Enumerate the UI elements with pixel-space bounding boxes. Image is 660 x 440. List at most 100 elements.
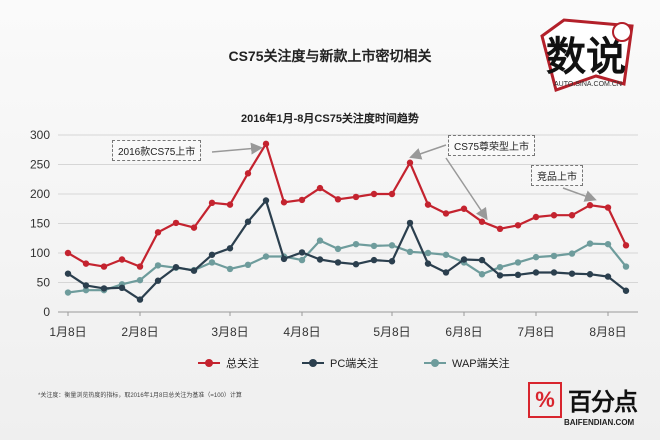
- data-point-pc: [226, 245, 234, 252]
- data-point-total: [424, 201, 432, 208]
- annotation-arrow: [445, 157, 488, 221]
- shuo-logo: 数说 AUTO.SINA.COM.CN: [540, 18, 634, 92]
- y-tick-label: 100: [30, 246, 50, 260]
- data-point-total: [388, 190, 396, 198]
- data-point-wap: [604, 240, 612, 248]
- data-point-wap: [208, 259, 216, 266]
- data-point-total: [604, 204, 612, 211]
- data-point-wap: [136, 276, 144, 284]
- data-point-total: [226, 201, 234, 208]
- data-point-pc: [172, 263, 180, 271]
- data-point-wap: [442, 251, 450, 258]
- y-tick-label: 50: [37, 276, 51, 290]
- baifendian-logo-name: 百分点: [568, 388, 638, 416]
- data-point-pc: [514, 271, 522, 279]
- data-point-wap: [244, 261, 252, 268]
- data-point-total: [100, 263, 108, 270]
- data-point-pc: [334, 259, 342, 266]
- footnote: *关注度：衡量浏览热度的指标，取2016年1月8日总关注为基准（=100）计算: [38, 393, 242, 399]
- data-point-pc: [568, 270, 576, 277]
- data-point-total: [550, 212, 558, 219]
- data-point-pc: [478, 256, 486, 264]
- legend-label-wap: WAP端关注: [452, 358, 510, 370]
- data-point-wap: [64, 289, 72, 296]
- data-point-wap: [370, 242, 378, 250]
- data-point-pc: [424, 260, 432, 267]
- percent-icon: %: [528, 382, 562, 418]
- data-point-wap: [424, 249, 432, 257]
- data-point-pc: [316, 256, 324, 263]
- data-point-wap: [388, 242, 396, 249]
- data-point-total: [262, 140, 270, 148]
- legend-swatch-pc: [302, 358, 324, 368]
- data-point-pc: [154, 277, 162, 284]
- x-tick-label: 5月8日: [373, 325, 410, 339]
- data-point-pc: [190, 267, 198, 274]
- y-tick-label: 200: [30, 187, 50, 201]
- data-point-wap: [478, 271, 486, 278]
- y-tick-label: 250: [30, 158, 50, 172]
- annotation-premium-launch: CS75尊荣型上市: [448, 135, 536, 156]
- data-point-total: [406, 159, 414, 166]
- data-point-pc: [208, 251, 216, 258]
- data-point-total: [298, 196, 306, 204]
- data-point-total: [316, 184, 324, 192]
- data-point-pc: [280, 255, 288, 263]
- annotation-arrow: [211, 142, 263, 155]
- y-tick-label: 0: [43, 305, 50, 319]
- data-point-pc: [388, 258, 396, 265]
- data-point-wap: [352, 240, 360, 248]
- data-point-wap: [262, 253, 270, 260]
- data-point-pc: [442, 269, 450, 276]
- legend-item-pc: PC端关注: [302, 355, 378, 371]
- series-line-total: [67, 142, 627, 268]
- legend-swatch-total: [198, 358, 220, 368]
- shuo-logo-url: AUTO.SINA.COM.CN: [554, 81, 622, 88]
- data-point-total: [460, 205, 468, 212]
- data-point-pc: [82, 282, 90, 289]
- data-point-total: [586, 202, 594, 209]
- annotation-arrow: [562, 187, 597, 202]
- data-point-pc: [460, 256, 468, 263]
- data-point-wap: [226, 265, 234, 273]
- baifendian-logo-url: BAIFENDIAN.COM: [564, 418, 635, 427]
- data-point-wap: [316, 237, 324, 244]
- annotation-arrow: [409, 144, 447, 160]
- data-point-total: [154, 229, 162, 236]
- data-point-total: [82, 260, 90, 267]
- data-point-wap: [586, 240, 594, 247]
- x-tick-label: 3月8日: [211, 325, 248, 339]
- data-point-wap: [514, 259, 522, 266]
- legend-label-total: 总关注: [226, 358, 259, 370]
- data-point-wap: [622, 263, 630, 270]
- data-point-pc: [586, 271, 594, 278]
- data-point-wap: [82, 286, 90, 294]
- series-line-wap: [67, 239, 627, 294]
- data-point-total: [208, 199, 216, 207]
- x-tick-label: 1月8日: [49, 325, 86, 339]
- data-point-wap: [532, 253, 540, 261]
- chart-title: 2016年1月-8月CS75关注度时间趋势: [241, 113, 419, 125]
- data-point-total: [514, 222, 522, 229]
- data-point-total: [370, 190, 378, 198]
- data-point-pc: [262, 197, 270, 204]
- data-point-wap: [406, 248, 414, 256]
- shuo-logo-text: 数说: [546, 34, 626, 80]
- data-point-pc: [604, 273, 612, 280]
- data-point-total: [496, 225, 504, 233]
- data-point-pc: [532, 269, 540, 276]
- data-point-total: [334, 196, 342, 203]
- data-point-total: [622, 242, 630, 249]
- baifendian-logo: % 百分点 BAIFENDIAN.COM: [524, 382, 654, 432]
- data-point-total: [478, 218, 486, 225]
- data-point-total: [172, 219, 180, 227]
- data-point-wap: [334, 245, 342, 253]
- x-tick-label: 7月8日: [517, 325, 554, 339]
- data-point-total: [190, 224, 198, 231]
- legend-swatch-wap: [424, 358, 446, 368]
- data-point-total: [118, 256, 126, 263]
- data-point-total: [244, 170, 252, 177]
- data-point-pc: [550, 269, 558, 276]
